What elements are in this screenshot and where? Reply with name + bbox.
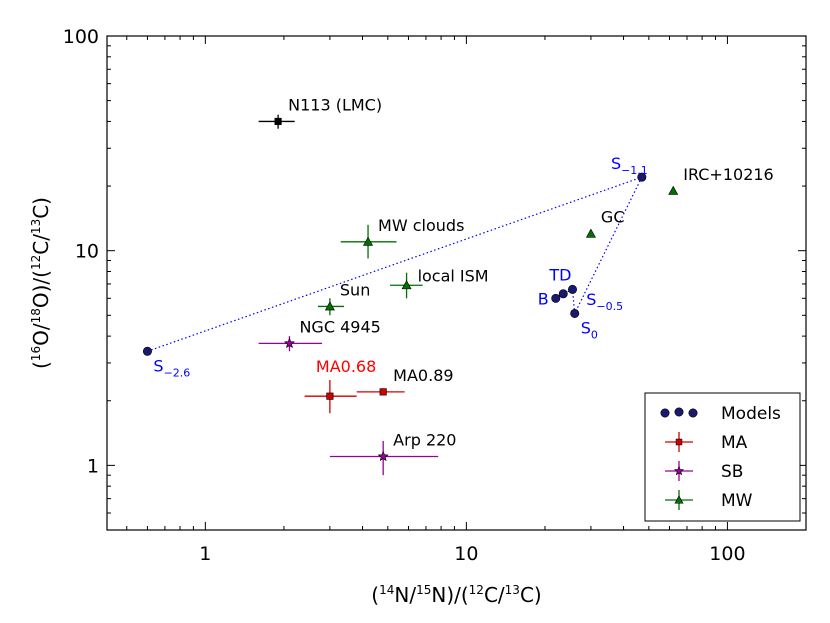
point-other-n113-lmc (274, 117, 282, 125)
point-models-b (551, 293, 561, 303)
legend-models-marker (688, 408, 698, 418)
legend-models-marker (674, 407, 684, 417)
label-mw-sun: Sun (340, 280, 370, 299)
legend-label-sb: SB (721, 462, 743, 482)
point-mw-sun (324, 301, 335, 311)
point-ma-ma0-89 (379, 388, 387, 396)
label-models-s-2-6: S−2.6 (153, 356, 190, 379)
legend-sb-marker (673, 465, 685, 476)
x-tick-label-100: 100 (709, 543, 745, 565)
label-sb-arp-220: Arp 220 (393, 430, 456, 449)
point-sb-arp-220 (377, 450, 389, 462)
x-tick-label-10: 10 (454, 543, 478, 565)
label-mw-irc-10216: IRC+10216 (683, 165, 774, 184)
legend-label-mw: MW (721, 491, 753, 511)
label-models-b: B (538, 289, 549, 308)
label-models-s-0-5: S−0.5 (586, 290, 623, 313)
label-sb-ngc-4945: NGC 4945 (299, 317, 380, 336)
point-mw-mw-clouds (363, 236, 374, 246)
y-tick-label-1: 1 (87, 455, 99, 477)
legend-ma-marker (675, 438, 683, 446)
point-mw-gc (585, 228, 596, 238)
point-models-td (568, 284, 578, 294)
label-mw-local-ism: local ISM (418, 266, 489, 285)
legend-mw-marker (674, 495, 684, 504)
y-tick-label-100: 100 (63, 26, 99, 48)
label-other-n113-lmc: N113 (LMC) (288, 95, 382, 114)
label-mw-gc: GC (601, 208, 625, 227)
point-sb-ngc-4945 (283, 337, 295, 349)
x-axis-label: (14N/15N)/(12C/13C) (371, 583, 541, 607)
x-tick-label-1: 1 (199, 543, 211, 565)
plot-frame (106, 35, 807, 531)
point-models-s-0-5 (558, 289, 568, 299)
label-models-s-1-1: S−1.1 (611, 154, 648, 177)
label-ma-ma0-68: MA0.68 (316, 357, 376, 376)
legend-models-marker (660, 408, 670, 418)
point-ma-ma0-68 (326, 392, 334, 400)
label-models-td: TD (548, 265, 571, 284)
point-models-s-2-6 (142, 346, 152, 356)
label-mw-mw-clouds: MW clouds (378, 216, 464, 235)
label-ma-ma0-89: MA0.89 (393, 366, 453, 385)
y-tick-label-10: 10 (75, 241, 99, 263)
point-models-s0 (570, 308, 580, 318)
legend-label-models: Models (721, 404, 781, 424)
legend-label-ma: MA (721, 433, 748, 453)
label-models-s0: S0 (581, 318, 598, 341)
point-mw-irc-10216 (668, 185, 679, 195)
point-mw-local-ism (401, 280, 412, 290)
y-axis-label: (16O/18O)/(12C/13C) (29, 197, 53, 369)
point-models-s-1-1 (637, 172, 647, 182)
